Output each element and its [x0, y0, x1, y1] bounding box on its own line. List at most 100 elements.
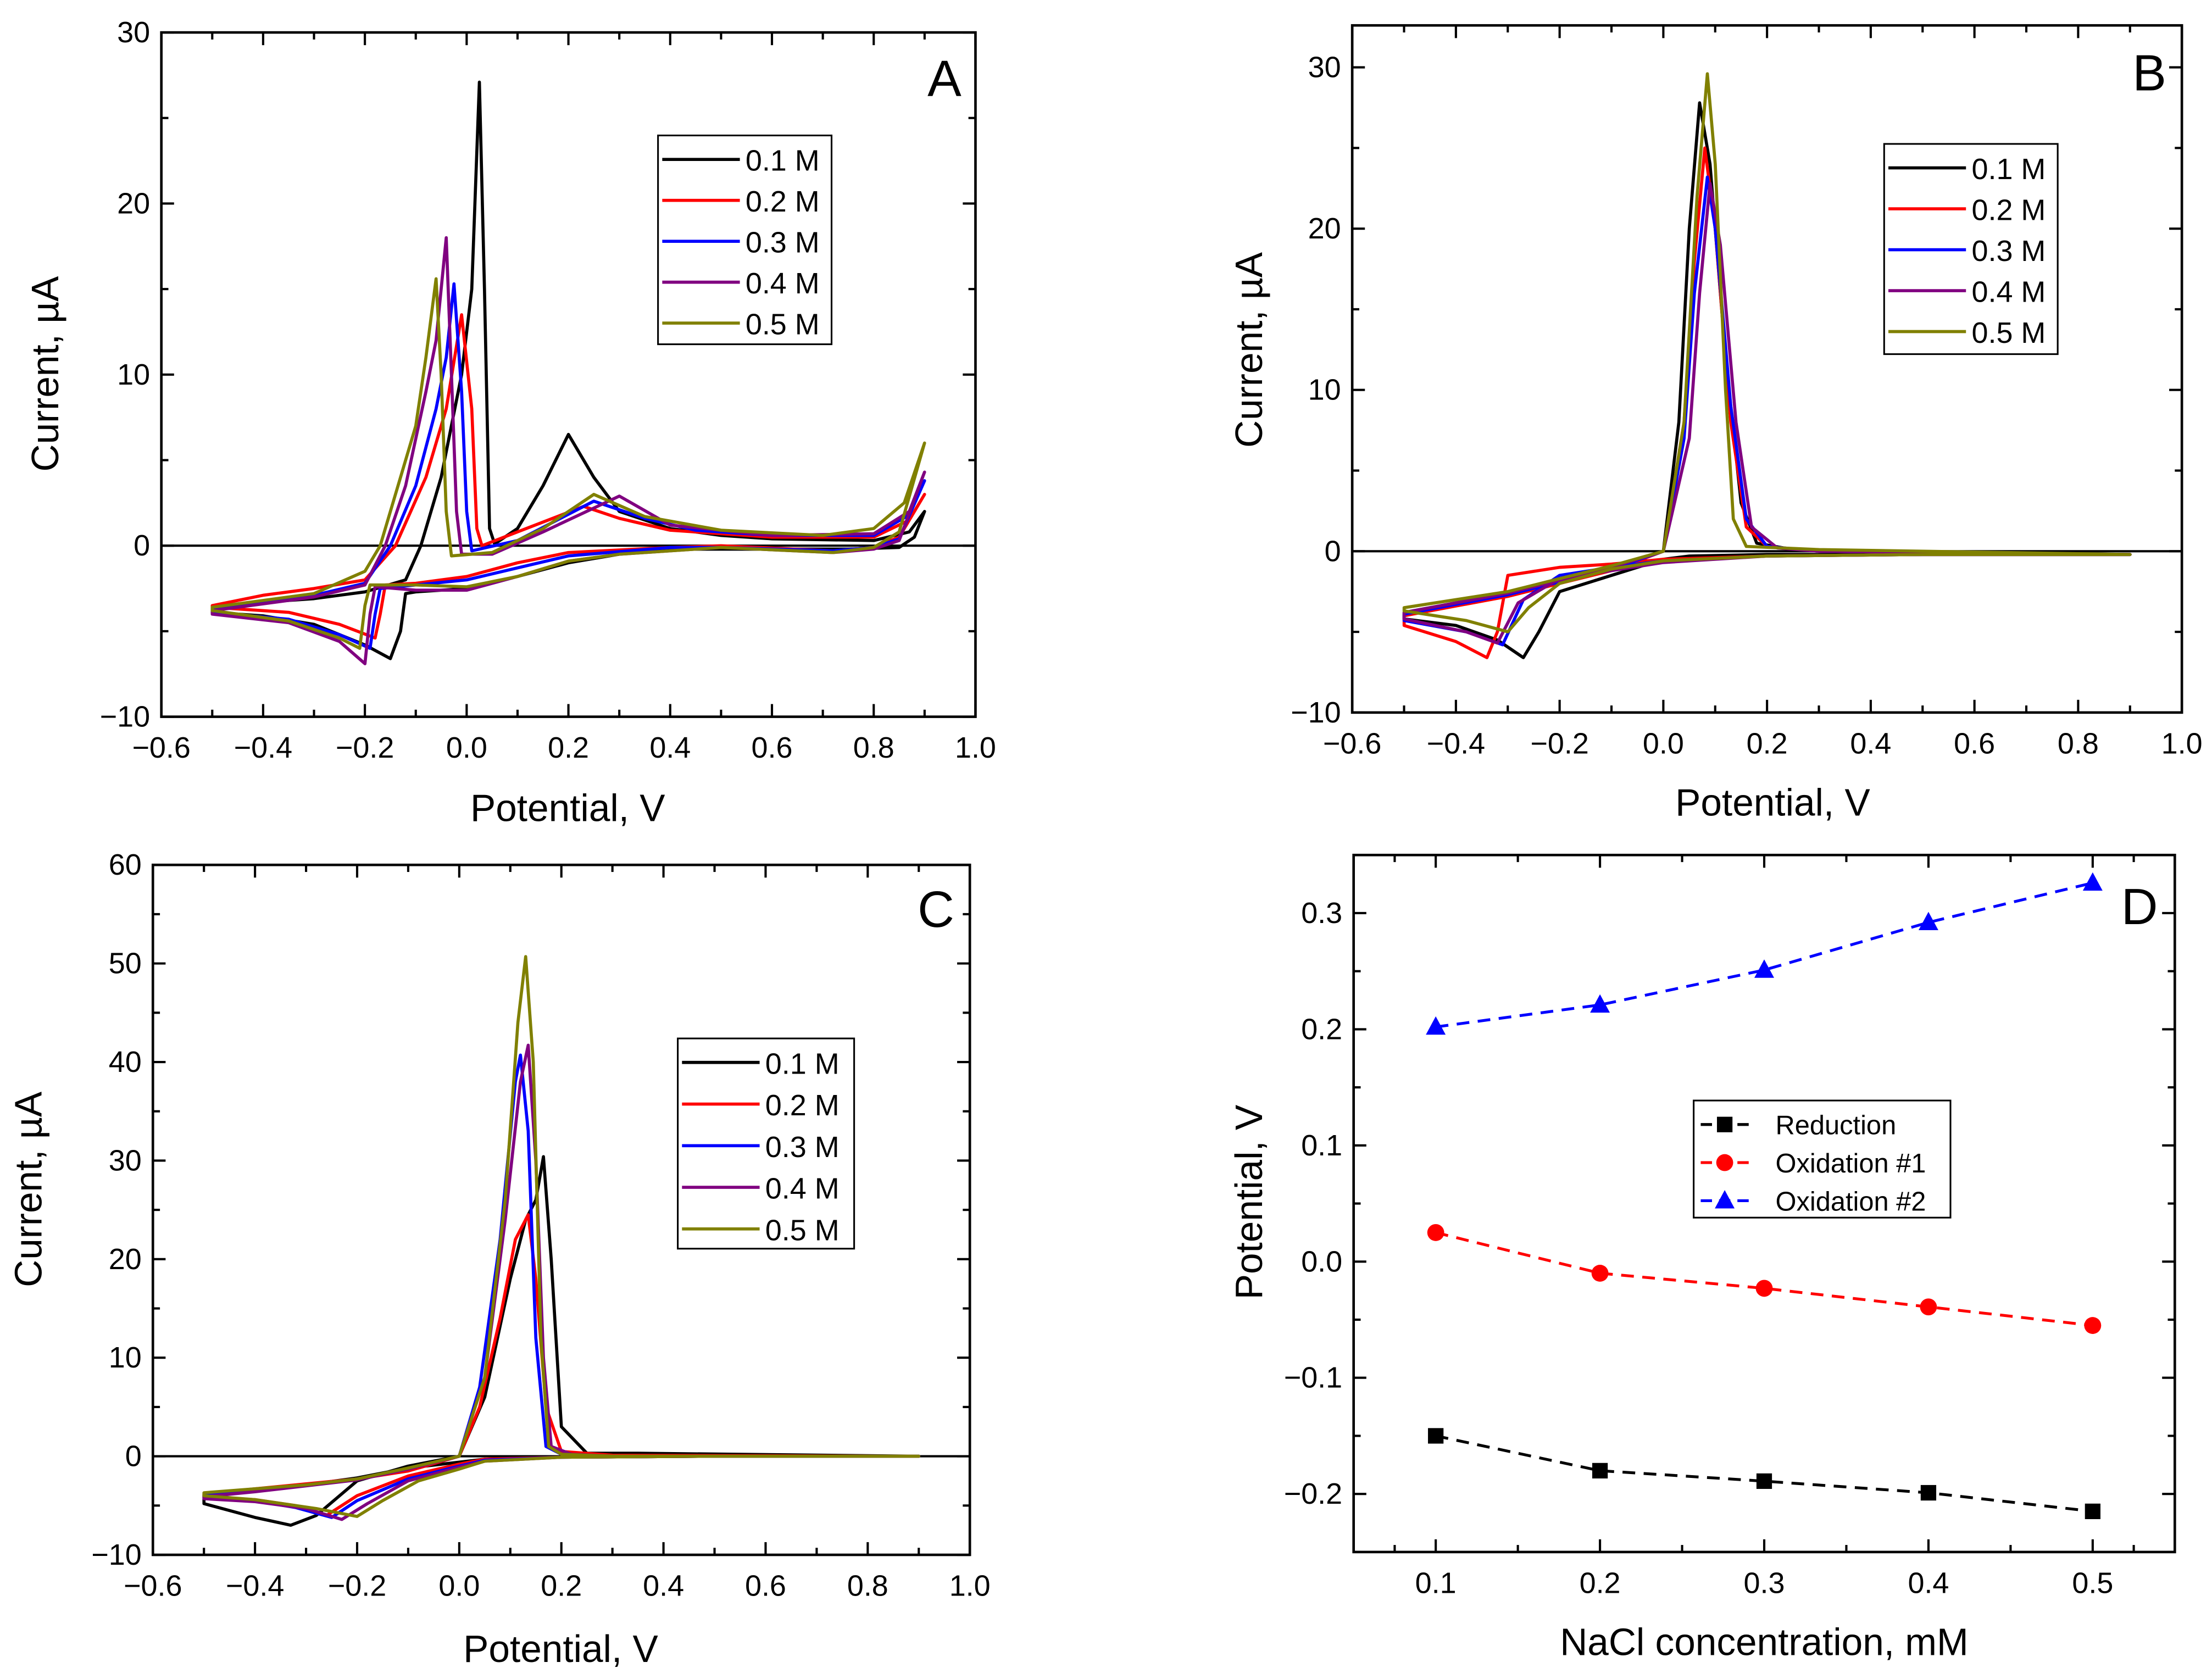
y-tick-label: 0: [125, 1440, 142, 1473]
legend-label: 0.1 M: [1972, 153, 2046, 186]
x-tick-label: 0.1: [1415, 1566, 1457, 1599]
legend: 0.1 M 0.2 M 0.3 M 0.4 M 0.5 M: [677, 1037, 855, 1250]
x-tick-label: −0.6: [132, 731, 190, 764]
x-tick-label: −0.4: [226, 1569, 284, 1602]
legend-label: 0.1 M: [746, 144, 820, 177]
y-tick-label: 60: [109, 848, 142, 881]
y-tick-label: 20: [109, 1243, 142, 1276]
x-tick-label: 0.5: [2072, 1566, 2113, 1599]
legend-label: 0.3 M: [1972, 235, 2046, 268]
x-axis-title: Potential, V: [470, 787, 665, 830]
legend-item: 0.3 M: [682, 1131, 840, 1164]
plot-area: [1402, 72, 2132, 659]
y-axis-title: Current, µA: [7, 1091, 49, 1287]
cv-curve-03M: [210, 282, 926, 650]
y-tick-label: 10: [109, 1341, 142, 1374]
y-tick-label: −10: [100, 700, 150, 733]
cv-curve-05M: [210, 277, 926, 650]
y-tick-label: 20: [1308, 212, 1341, 245]
data-point-circle: [1920, 1298, 1937, 1316]
y-tick-label: 0.1: [1301, 1129, 1342, 1162]
legend-label: 0.5 M: [765, 1214, 840, 1247]
legend-item: 0.3 M: [1888, 235, 2046, 268]
cv-curve-02M: [210, 313, 926, 640]
panel-letter: D: [2121, 878, 2158, 935]
legend-label: 0.3 M: [765, 1131, 840, 1164]
y-tick-label: −10: [1291, 696, 1341, 729]
y-tick-label: 0: [1325, 535, 1341, 568]
x-tick-label: 0.8: [2058, 727, 2099, 760]
legend-item: 0.1 M: [662, 144, 820, 177]
legend-label: 0.4 M: [746, 267, 820, 300]
y-tick-label: 50: [109, 947, 142, 980]
legend-item: 0.5 M: [1888, 316, 2046, 349]
series-line-oxidation2: [1435, 881, 2093, 1028]
x-axis-title: Potential, V: [1675, 781, 1870, 824]
data-point-circle: [1755, 1280, 1773, 1297]
legend-label: 0.2 M: [1972, 194, 2046, 227]
x-tick-label: 0.0: [438, 1569, 480, 1602]
plot-frame: [1350, 24, 2183, 714]
plot-frame: [160, 31, 977, 718]
y-tick-label: 0.0: [1301, 1245, 1342, 1278]
x-tick-label: 0.4: [643, 1569, 684, 1602]
panel-b: −0.6 −0.4 −0.2 0.0 0.2 0.4 0.6 0.8 1.0 −10 0 10 20 30…: [1227, 24, 2203, 824]
x-tick-label: 0.2: [548, 731, 589, 764]
y-tick-label: 40: [109, 1046, 142, 1078]
panel-d: 0.1 0.2 0.3 0.4 0.5 −0.2 −0.1 0.0 0.1 0.2 0.3 NaCl …: [1227, 853, 2176, 1663]
legend-marker-circle: [1716, 1154, 1733, 1171]
legend: 0.1 M 0.2 M 0.3 M 0.4 M 0.5 M: [657, 134, 833, 346]
panel-c: −0.6 −0.4 −0.2 0.0 0.2 0.4 0.6 0.8 1.0 −10 0 10 20 30…: [7, 848, 990, 1670]
plot-area: [1426, 872, 2103, 1519]
plot-area: [210, 80, 926, 665]
x-tick-label: 0.4: [649, 731, 691, 764]
x-tick-label: −0.2: [1530, 727, 1588, 760]
legend-item: 0.2 M: [1888, 194, 2046, 227]
data-point-triangle: [2082, 872, 2103, 891]
x-tick-label: 0.3: [1744, 1566, 1785, 1599]
legend-item: 0.5 M: [662, 308, 820, 341]
x-tick-label: 0.0: [1643, 727, 1684, 760]
cv-curve-02M: [202, 1213, 921, 1517]
legend-label: 0.3 M: [746, 226, 820, 259]
series-line-reduction: [1435, 1434, 2093, 1513]
panel-letter: B: [2132, 44, 2166, 101]
x-tick-label: 0.2: [1747, 727, 1788, 760]
y-tick-label: −0.2: [1284, 1477, 1342, 1510]
data-point-triangle: [1918, 911, 1938, 931]
x-tick-label: 0.6: [752, 731, 793, 764]
x-tick-label: −0.2: [336, 731, 394, 764]
data-point-circle: [2084, 1317, 2102, 1334]
y-tick-label: 10: [117, 358, 150, 391]
legend-item: 0.2 M: [682, 1089, 840, 1122]
legend: Reduction Oxidation #1 Oxidation #2: [1693, 1099, 1952, 1219]
x-tick-label: 1.0: [955, 731, 996, 764]
series-line-oxidation1: [1435, 1231, 2093, 1327]
x-axis-title: NaCl concentration, mM: [1560, 1620, 1969, 1663]
x-tick-label: 0.8: [853, 731, 894, 764]
legend: 0.1 M 0.2 M 0.3 M 0.4 M 0.5 M: [1883, 143, 2059, 355]
legend-item: 0.4 M: [662, 267, 820, 300]
y-tick-label: 10: [1308, 374, 1341, 407]
y-tick-label: 0.3: [1301, 897, 1342, 930]
x-tick-label: −0.2: [328, 1569, 386, 1602]
y-axis-title: Current, µA: [24, 276, 66, 472]
legend-label: Oxidation #2: [1776, 1187, 1926, 1216]
legend-item: Reduction: [1700, 1111, 1896, 1141]
x-tick-label: 0.6: [745, 1569, 786, 1602]
legend-item: 0.4 M: [1888, 276, 2046, 309]
x-tick-label: 0.2: [541, 1569, 582, 1602]
legend-item: Oxidation #2: [1700, 1187, 1926, 1216]
x-tick-label: 0.2: [1580, 1566, 1621, 1599]
y-tick-label: −0.1: [1284, 1361, 1342, 1394]
legend-item: 0.4 M: [682, 1172, 840, 1205]
plot-area: [202, 955, 921, 1527]
legend-label: Oxidation #1: [1776, 1149, 1926, 1178]
y-axis-title: Current, µA: [1227, 252, 1270, 448]
data-point-square: [1428, 1428, 1444, 1444]
data-point-circle: [1427, 1224, 1444, 1241]
plot-frame: [151, 863, 971, 1556]
legend-item: 0.1 M: [682, 1047, 840, 1080]
data-point-square: [1920, 1485, 1937, 1501]
